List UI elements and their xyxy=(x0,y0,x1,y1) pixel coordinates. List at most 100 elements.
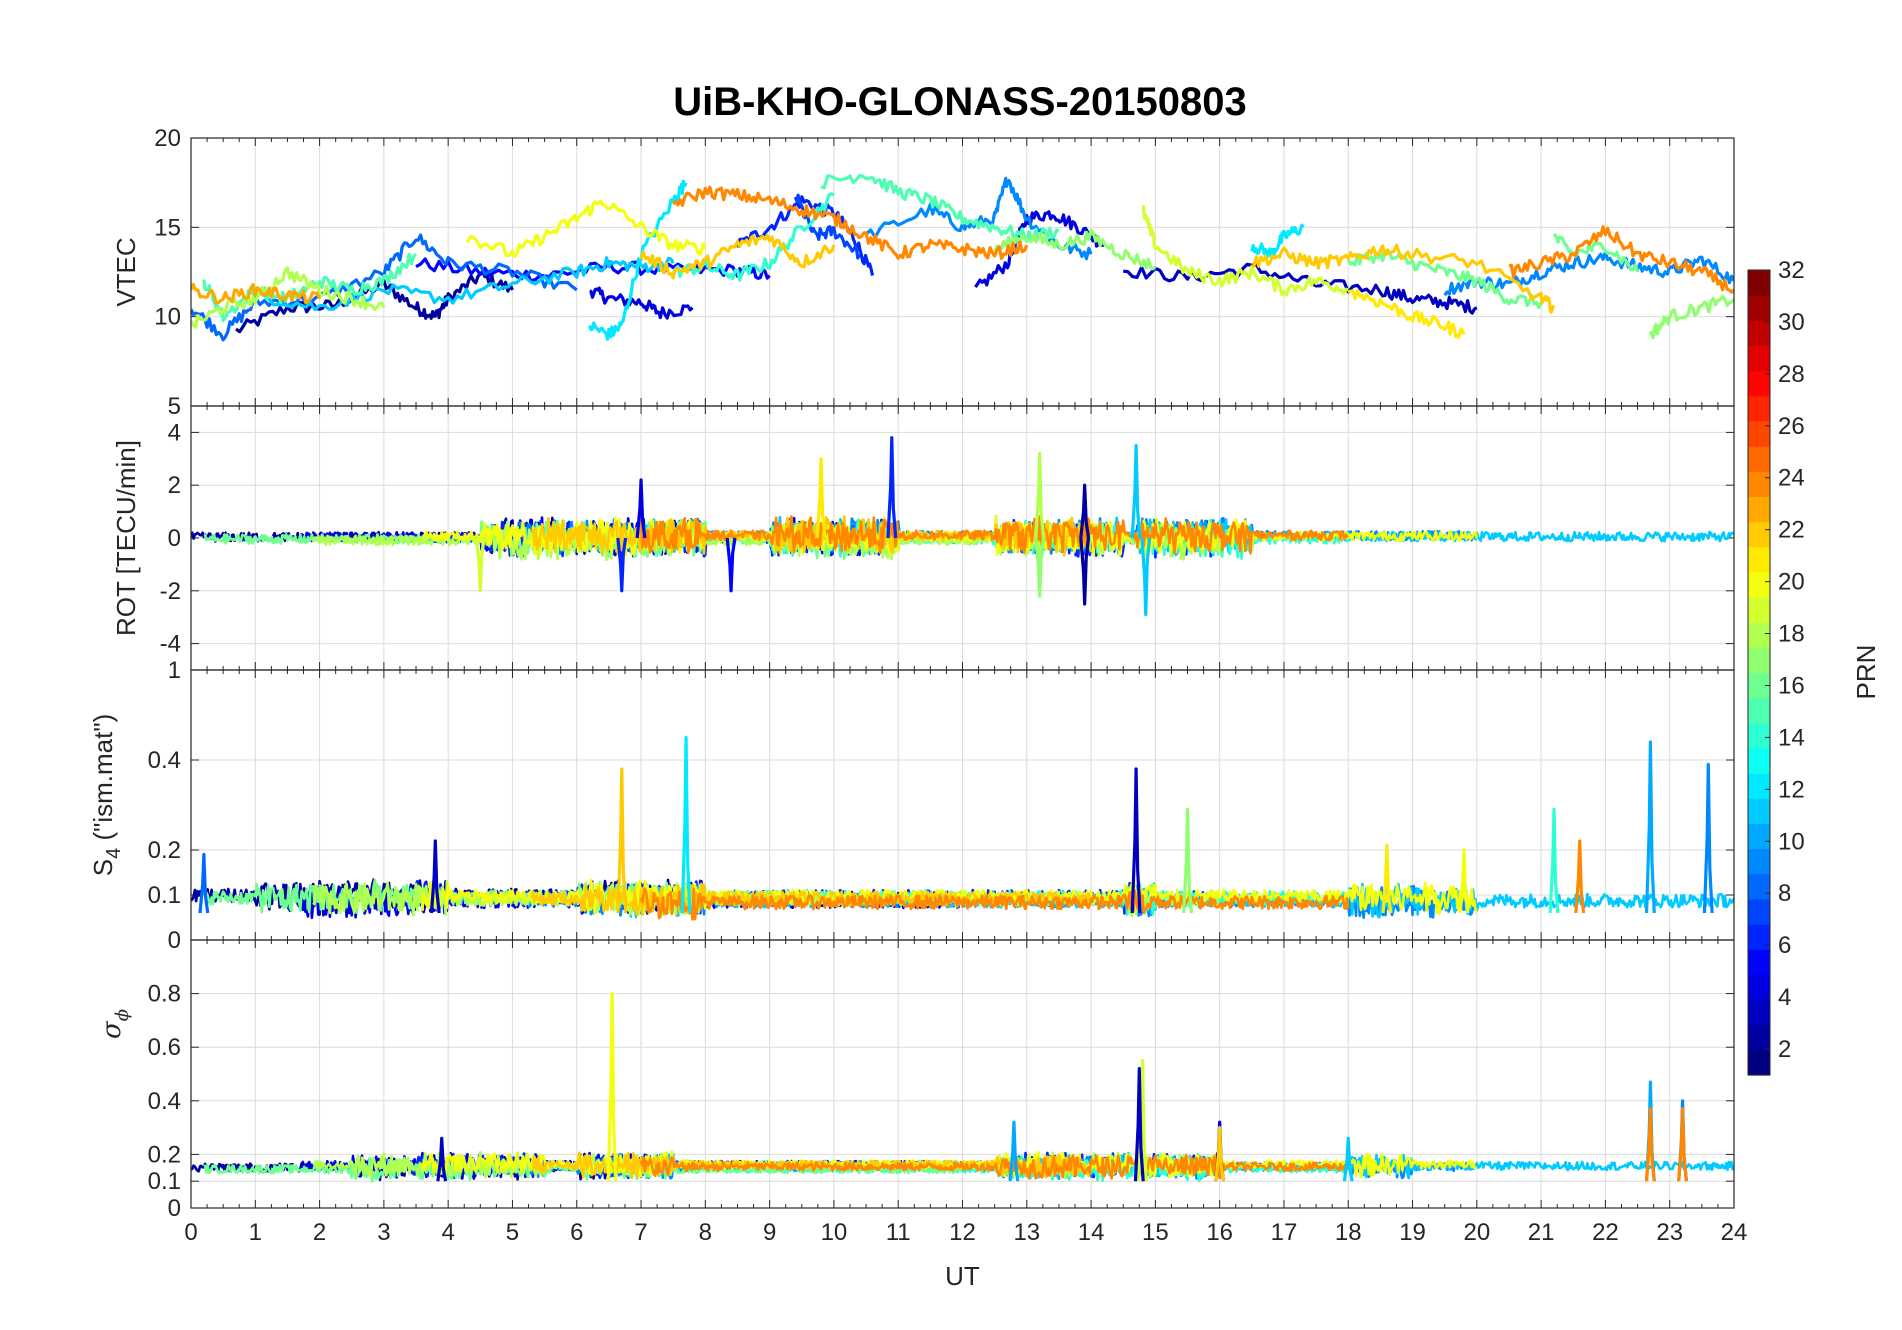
vtec-series-line xyxy=(191,266,386,329)
rot-spike xyxy=(1034,537,1046,598)
sigma-spike xyxy=(606,991,618,1182)
vtec-series-line xyxy=(254,256,675,312)
rot-spike xyxy=(474,537,486,593)
s4-spike xyxy=(1130,767,1142,914)
rot-spike xyxy=(635,478,647,539)
x-tick-label: 3 xyxy=(377,1219,390,1246)
colorbar-segment xyxy=(1748,446,1770,472)
x-tick-label: 8 xyxy=(699,1219,712,1246)
x-tick-label: 18 xyxy=(1335,1219,1362,1246)
vtec-series-line xyxy=(793,193,862,260)
colorbar-tick-label: 6 xyxy=(1778,932,1791,959)
y-tick-label: -4 xyxy=(160,631,181,658)
y-tick-label: 0 xyxy=(168,927,181,954)
vtec-series-line xyxy=(993,228,1157,271)
colorbar-segment xyxy=(1748,999,1770,1026)
panel-vtec: 5 10 15 20 VTEC xyxy=(111,125,1735,420)
colorbar-segment xyxy=(1748,345,1770,372)
x-tick-label: 24 xyxy=(1721,1219,1748,1246)
panel-rot: -4 -2 0 2 4 ROT [TECU/min] xyxy=(111,405,1735,671)
y-axis-label: ROT [TECU/min] xyxy=(111,440,141,636)
x-tick-label: 7 xyxy=(634,1219,647,1246)
colorbar-segment xyxy=(1748,798,1770,825)
rot-spike xyxy=(1034,451,1046,539)
colorbar-segment xyxy=(1748,898,1770,925)
colorbar-segment xyxy=(1748,270,1770,296)
colorbar-segment xyxy=(1748,295,1770,321)
x-tick-label: 17 xyxy=(1271,1219,1298,1246)
colorbar-segment xyxy=(1748,722,1770,749)
y-tick-label: 10 xyxy=(154,304,181,331)
s4-spike xyxy=(1182,807,1193,914)
vtec-series-line xyxy=(1250,223,1305,259)
colorbar-label: PRN xyxy=(1851,645,1881,700)
colorbar-tick-label: 8 xyxy=(1778,880,1791,907)
colorbar-segment xyxy=(1748,672,1770,699)
x-tick-label: 15 xyxy=(1142,1219,1169,1246)
rot-series-line xyxy=(639,515,1350,555)
y-tick-label: 1 xyxy=(168,657,181,684)
sigma-spike xyxy=(1644,1107,1656,1182)
x-tick-label: 13 xyxy=(1013,1219,1040,1246)
x-axis-label: UT xyxy=(945,1261,980,1291)
x-tick-label: 16 xyxy=(1206,1219,1233,1246)
colorbar-segment xyxy=(1748,949,1770,975)
y-tick-label: 5 xyxy=(168,393,181,420)
y-tick-label: 0.6 xyxy=(148,1034,181,1061)
y-tick-label: 0 xyxy=(168,525,181,552)
y-tick-label: 15 xyxy=(154,214,181,241)
sigma-spike xyxy=(436,1136,448,1182)
rot-spike xyxy=(1079,483,1091,539)
colorbar-segment xyxy=(1748,1024,1770,1051)
x-tick-label: 23 xyxy=(1656,1219,1683,1246)
axes-frame xyxy=(190,939,1735,1209)
colorbar-segment xyxy=(1748,697,1770,724)
colorbar-segment xyxy=(1748,622,1770,648)
colorbar-segment xyxy=(1748,924,1770,950)
rot-spike xyxy=(1079,537,1091,606)
s4-spike xyxy=(1574,839,1586,914)
vtec-series-line xyxy=(202,252,418,323)
y-tick-label: 0.4 xyxy=(148,1088,181,1115)
series-group xyxy=(191,173,1734,342)
x-tick-label: 19 xyxy=(1399,1219,1426,1246)
s4-series-line xyxy=(639,887,1350,921)
y-axis-label: S4 ("ism.mat") xyxy=(88,714,125,876)
y-tick-label: -2 xyxy=(160,578,181,605)
colorbar-segment xyxy=(1748,320,1770,347)
colorbar-segment xyxy=(1748,420,1770,447)
vtec-series-line xyxy=(1508,225,1734,294)
x-tick-label: 14 xyxy=(1078,1219,1105,1246)
x-tick-label: 0 xyxy=(184,1219,197,1246)
x-tick-label: 2 xyxy=(313,1219,326,1246)
x-tick-label: 22 xyxy=(1592,1219,1619,1246)
y-tick-label: 2 xyxy=(168,472,181,499)
vtec-series-line xyxy=(235,270,514,334)
s4-spike xyxy=(429,839,441,914)
colorbar-tick-label: 24 xyxy=(1778,465,1805,492)
colorbar-tick-label: 20 xyxy=(1778,569,1805,596)
vtec-series-line xyxy=(466,199,707,259)
colorbar-tick-label: 32 xyxy=(1778,257,1805,284)
y-tick-label: 0.8 xyxy=(148,981,181,1008)
sigma-spike xyxy=(1677,1107,1689,1182)
vtec-series-line xyxy=(191,282,322,305)
sigma-spike xyxy=(1008,1120,1020,1182)
x-tick-label: 9 xyxy=(763,1219,776,1246)
s4-spike xyxy=(680,735,692,914)
colorbar-tick-label: 10 xyxy=(1778,828,1805,855)
rot-spike xyxy=(725,537,737,593)
y-tick-label: 0 xyxy=(168,1195,181,1222)
colorbar-segment xyxy=(1748,823,1770,850)
s4-spike xyxy=(1458,848,1470,914)
colorbar-segment xyxy=(1748,848,1770,875)
x-tick-label: 20 xyxy=(1463,1219,1490,1246)
figure-title: UiB-KHO-GLONASS-20150803 xyxy=(673,80,1247,124)
y-tick-label: 0.1 xyxy=(148,1168,181,1195)
s4-spike xyxy=(1381,843,1393,914)
series-group xyxy=(191,735,1734,921)
vtec-series-line xyxy=(820,173,1060,243)
sigma-spike xyxy=(1342,1136,1354,1182)
